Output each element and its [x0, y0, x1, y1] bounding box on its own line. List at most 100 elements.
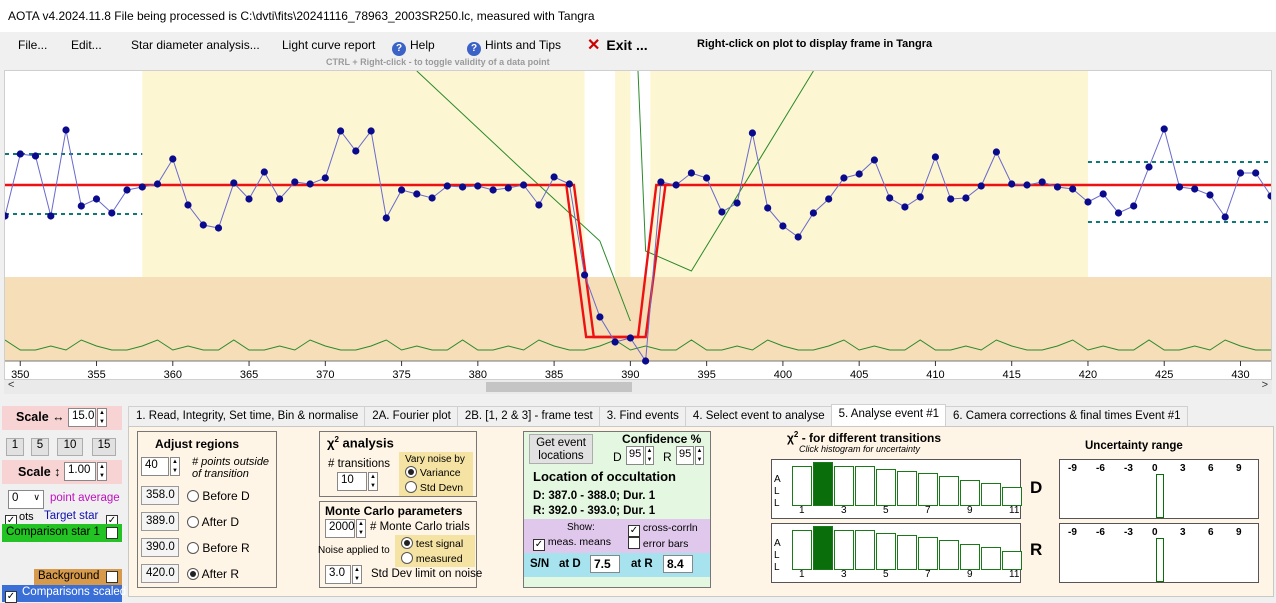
uncertainty-tick: -9: [1068, 527, 1077, 538]
get-event-locations-button[interactable]: Get event locations: [529, 434, 593, 464]
histogram-bar[interactable]: [1002, 486, 1022, 506]
histogram-bar[interactable]: [792, 465, 812, 506]
before-d-radio[interactable]: Before D: [187, 489, 250, 503]
scale-h-spinner[interactable]: ▲ ▼: [97, 408, 107, 427]
confidence-r-input[interactable]: 95: [676, 446, 694, 465]
background-check[interactable]: [106, 570, 118, 584]
meas-means-check[interactable]: ✓ meas. means: [533, 536, 611, 551]
before-d-value[interactable]: 358.0: [141, 486, 179, 505]
comparisons-scaled-check[interactable]: ✓: [5, 586, 17, 603]
std-devn-radio[interactable]: Std Devn: [405, 481, 463, 494]
std-limit-input[interactable]: 3.0: [325, 565, 351, 584]
scale-button-15[interactable]: 15: [92, 438, 116, 456]
tab-analyse-event[interactable]: 5. Analyse event #1: [830, 404, 947, 426]
data-point: [184, 201, 192, 209]
menu-file[interactable]: File...: [18, 38, 48, 52]
transitions-input[interactable]: 10: [337, 472, 367, 491]
histogram-bar[interactable]: [1002, 550, 1022, 570]
cross-corrln-label: cross-corrln: [642, 522, 698, 534]
comparison-star-check[interactable]: [106, 526, 118, 540]
x-tick-label: 425: [1155, 369, 1173, 379]
before-r-radio[interactable]: Before R: [187, 541, 250, 555]
after-r-radio[interactable]: After R: [187, 567, 239, 581]
horizontal-scrollbar[interactable]: < >: [4, 379, 1272, 394]
histogram-bar[interactable]: [855, 530, 875, 570]
scale-button-1[interactable]: 1: [6, 438, 24, 456]
histogram-bar[interactable]: [897, 534, 917, 570]
scale-button-5[interactable]: 5: [31, 438, 49, 456]
scale-button-10[interactable]: 10: [57, 438, 83, 456]
menu-light-curve-report[interactable]: Light curve report: [282, 38, 376, 52]
histogram-bar[interactable]: [834, 529, 854, 570]
tab-find-events[interactable]: 3. Find events: [598, 406, 686, 426]
std-limit-spinner[interactable]: ▲ ▼: [352, 565, 362, 584]
chi2-histogram-r[interactable]: A L L 1 3 5 7 9 11: [771, 523, 1022, 583]
histogram-bar[interactable]: [834, 465, 854, 506]
points-outside-spinner[interactable]: ▲ ▼: [170, 457, 180, 476]
error-bars-check[interactable]: error bars: [628, 537, 688, 550]
point-average-value: 0: [12, 492, 19, 504]
data-point: [886, 194, 894, 202]
confidence-d-input[interactable]: 95: [626, 446, 644, 465]
monte-carlo-trials-input[interactable]: 2000: [325, 519, 355, 538]
histogram-bar[interactable]: [897, 470, 917, 506]
transitions-spinner[interactable]: ▲ ▼: [368, 472, 378, 491]
radio-selected-icon: [401, 537, 413, 549]
menu-exit[interactable]: ✕ Exit ...: [587, 35, 648, 55]
light-curve-plot[interactable]: 350 355 360 365 370 375 380 385 390 395 400 405 410 4…: [1, 70, 1275, 381]
test-signal-radio[interactable]: test signal: [401, 537, 463, 550]
menu-hints[interactable]: ? Hints and Tips: [467, 38, 561, 56]
tab-read-integrity[interactable]: 1. Read, Integrity, Set time, Bin & norm…: [128, 406, 366, 426]
location-title: Location of occultation: [533, 469, 676, 484]
histogram-bar[interactable]: [918, 537, 938, 570]
measured-radio[interactable]: measured: [401, 552, 463, 565]
menu-help[interactable]: ? Help: [392, 38, 435, 56]
data-point: [169, 155, 177, 163]
point-average-select[interactable]: 0 ∨: [8, 490, 44, 509]
histogram-bar[interactable]: [813, 526, 833, 570]
scale-v-spinner[interactable]: ▲ ▼: [97, 462, 107, 481]
after-r-value[interactable]: 420.0: [141, 564, 179, 583]
chevron-down-icon: ∨: [33, 492, 40, 502]
confidence-r-spinner[interactable]: ▲ ▼: [695, 446, 704, 465]
plot-canvas[interactable]: 350 355 360 365 370 375 380 385 390 395 400 405 410 4…: [1, 70, 1275, 381]
histogram-bar[interactable]: [855, 466, 875, 506]
scroll-thumb[interactable]: [486, 382, 632, 392]
data-point: [153, 180, 162, 188]
cross-corrln-check[interactable]: ✓ cross-corrln: [628, 522, 698, 537]
histogram-bar[interactable]: [939, 540, 959, 570]
tab-camera-corrections[interactable]: 6. Camera corrections & final times Even…: [945, 406, 1188, 426]
after-d-value[interactable]: 389.0: [141, 512, 179, 531]
scroll-left-icon[interactable]: <: [8, 379, 15, 391]
data-point: [565, 180, 574, 188]
histogram-bar[interactable]: [876, 468, 896, 506]
variance-radio[interactable]: Variance: [405, 466, 461, 479]
histogram-bar[interactable]: [918, 473, 938, 506]
histogram-bar[interactable]: [939, 476, 959, 506]
histogram-bar[interactable]: [981, 483, 1001, 506]
scale-v-input[interactable]: 1.00: [64, 462, 96, 481]
menu-star-diameter[interactable]: Star diameter analysis...: [131, 38, 260, 52]
confidence-d-spinner[interactable]: ▲ ▼: [645, 446, 654, 465]
data-point: [321, 174, 329, 182]
histogram-bar[interactable]: [876, 532, 896, 570]
data-point: [977, 182, 985, 190]
histogram-bar[interactable]: [792, 529, 812, 570]
tab-fourier[interactable]: 2A. Fourier plot: [364, 406, 458, 426]
after-d-radio[interactable]: After D: [187, 515, 239, 529]
histogram-bar[interactable]: [813, 462, 833, 506]
histogram-bar[interactable]: [981, 547, 1001, 570]
monte-carlo-trials-spinner[interactable]: ▲ ▼: [356, 519, 366, 538]
tab-frame-test[interactable]: 2B. [1, 2 & 3] - frame test: [456, 406, 600, 426]
points-outside-input[interactable]: 40: [141, 457, 169, 476]
scale-h-input[interactable]: 15.0: [68, 408, 96, 427]
scroll-right-icon[interactable]: >: [1261, 379, 1268, 391]
data-point: [382, 214, 390, 222]
chi2-histogram-d[interactable]: A L L 1 3 5 7 9 11: [771, 459, 1022, 519]
menu-edit[interactable]: Edit...: [71, 38, 102, 52]
histogram-bar[interactable]: [960, 479, 980, 506]
histogram-bar[interactable]: [960, 543, 980, 570]
tab-select-event[interactable]: 4. Select event to analyse: [684, 406, 832, 426]
close-icon: ✕: [587, 37, 601, 54]
before-r-value[interactable]: 390.0: [141, 538, 179, 557]
